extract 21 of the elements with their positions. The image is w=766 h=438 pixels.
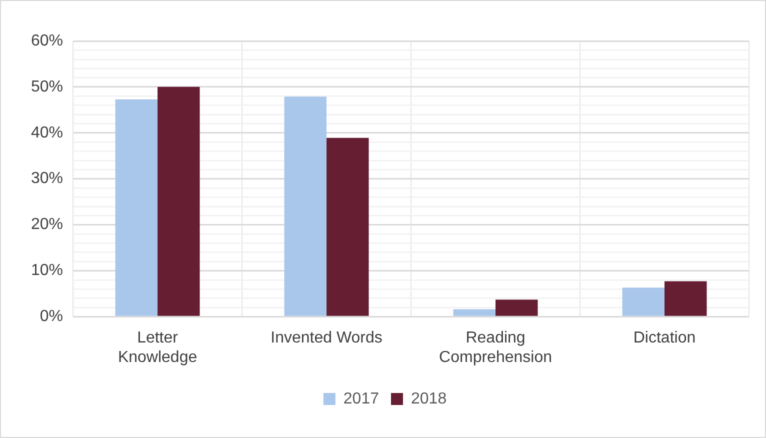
x-tick-label: Reading Comprehension — [439, 330, 552, 366]
legend-label: 2018 — [411, 390, 447, 408]
bar — [664, 281, 707, 316]
bar — [496, 300, 538, 316]
y-tick-label: 0% — [40, 308, 64, 326]
y-tick-label: 60% — [30, 32, 64, 50]
bar — [453, 309, 496, 316]
y-tick-label: 30% — [30, 170, 64, 188]
y-tick-label: 10% — [30, 262, 64, 280]
x-tick-label: Dictation — [633, 330, 696, 347]
y-tick-label: 50% — [30, 78, 64, 96]
bar — [622, 288, 665, 316]
legend-label: 2017 — [343, 390, 380, 408]
bar — [326, 138, 369, 316]
x-tick-label: Invented Words — [270, 330, 382, 347]
bar — [115, 99, 158, 316]
y-tick-label: 40% — [30, 124, 64, 142]
y-tick-label: 20% — [30, 216, 64, 234]
bar — [284, 96, 327, 316]
x-tick-label: Letter Knowledge — [118, 330, 198, 366]
bar — [158, 86, 200, 316]
